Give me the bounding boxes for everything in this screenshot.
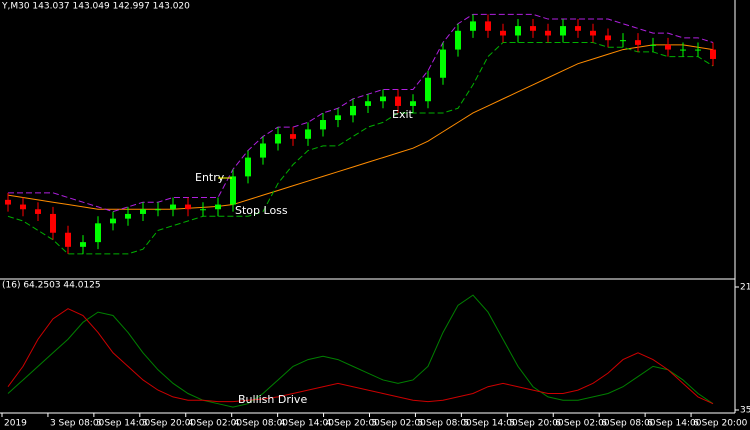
candle-body [650,44,656,46]
candle-body [560,26,566,36]
candle-body [305,129,311,139]
candle-body [200,209,206,211]
candle-body [170,204,176,210]
x-tick-label: 6 Sep 14:00 [647,419,702,429]
candle-body [395,96,401,106]
candle-body [575,26,581,31]
x-tick-label: 4 Sep 14:00 [280,419,335,429]
candle-body [185,204,191,210]
y-tick-label: 35.7 [740,406,750,416]
candle-body [290,134,296,139]
candle-body [635,40,641,45]
candle-body [410,101,416,106]
x-tick-label: 3 Sep 14:00 [96,419,151,429]
indicator-line [7,294,714,408]
annotation: Exit [392,108,414,121]
candle-body [500,30,506,36]
candle-body [65,232,71,247]
candle-body [380,96,386,102]
candle-body [680,49,686,51]
x-tick-label: 4 Sep 08:00 [234,419,289,429]
indicator-line [7,308,714,405]
candle-body [95,223,101,243]
x-tick-label: 6 Sep 02:00 [555,419,610,429]
x-tick-label: 5 Sep 02:00 [372,419,427,429]
candle-body [275,134,281,144]
candle-body [515,26,521,36]
candle-body [455,30,461,50]
candle-body [350,105,356,116]
annotation: Entry [195,171,225,184]
candle-body [710,49,716,59]
candle-body [215,204,221,210]
candle-body [695,49,701,51]
candle-body [620,40,626,42]
indicator-line [8,13,714,213]
candle-body [590,30,596,36]
candle-body [20,204,26,210]
candle-body [320,120,326,130]
candle-body [485,21,491,31]
candle-body [440,49,446,78]
x-tick-label: 6 Sep 08:00 [601,419,656,429]
indicator-line [7,44,714,210]
candle-body [125,213,131,219]
candle-body [50,213,56,233]
oscillator-title: (16) 64.2503 44.0125 [2,281,101,291]
candle-body [665,44,671,50]
x-tick-label: 4 Sep 20:00 [326,419,381,429]
x-tick-label: 2019 [4,419,27,429]
candle-body [260,143,266,158]
candle-body [5,199,11,205]
x-tick-label: 5 Sep 08:00 [417,419,472,429]
candle-body [80,242,86,247]
annotation: Stop Loss [235,204,288,217]
candle-body [605,35,611,41]
candle-body [35,209,41,214]
candle-body [110,218,116,224]
candle-body [335,115,341,121]
x-tick-label: 4 Sep 02:00 [188,419,243,429]
x-tick-label: 3 Sep 08:00 [50,419,105,429]
candle-body [230,176,236,205]
annotation: Bullish Drive [238,393,307,406]
indicator-line [7,42,714,255]
candle-body [155,209,161,211]
y-tick-label: 217 [740,283,750,293]
candle-body [245,157,251,177]
x-tick-label: 5 Sep 20:00 [509,419,564,429]
candle-body [365,101,371,106]
candle-body [545,30,551,36]
x-tick-label: 3 Sep 20:00 [142,419,197,429]
main-title: Y,M30 143.037 143.049 142.997 143.020 [1,2,190,12]
x-tick-label: 6 Sep 20:00 [693,419,748,429]
candle-body [470,21,476,31]
candle-body [425,77,431,102]
x-tick-label: 5 Sep 14:00 [463,419,518,429]
candle-body [140,209,146,214]
candle-body [530,26,536,31]
